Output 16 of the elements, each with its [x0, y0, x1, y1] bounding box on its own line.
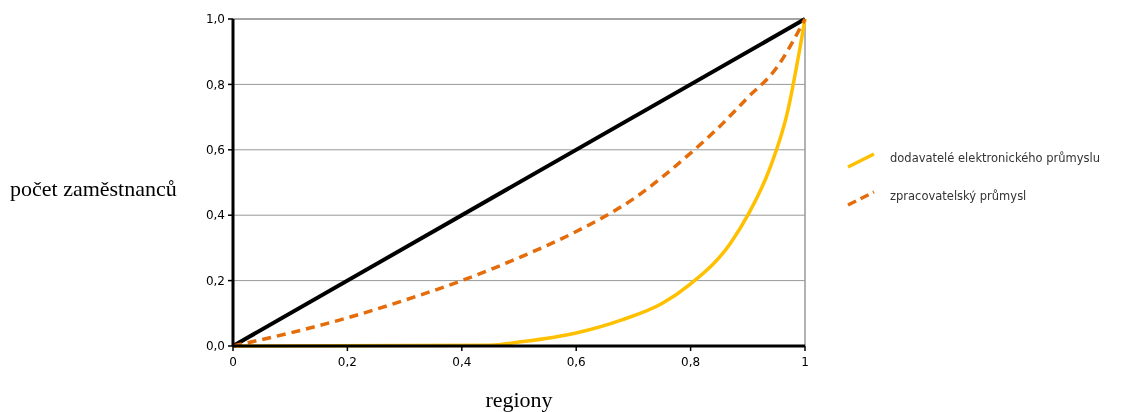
x-tick-label: 0,8	[681, 355, 701, 369]
y-axis-title: počet zaměstnanců	[10, 176, 177, 201]
x-tick-label: 0,6	[566, 355, 586, 369]
x-tick-label: 0,4	[452, 355, 472, 369]
legend-label: dodavatelé elektronického průmyslu	[890, 151, 1100, 166]
y-tick-label: 0,2	[205, 273, 225, 288]
y-tick-label: 1,0	[205, 12, 225, 27]
y-tick-label: 0,8	[205, 77, 225, 92]
legend-label: zpracovatelský průmysl	[890, 189, 1027, 204]
y-tick-label: 0,6	[205, 143, 225, 157]
x-axis-title: regiony	[485, 387, 553, 412]
x-tick-label: 0,2	[337, 355, 357, 369]
x-tick-label: 0	[229, 355, 237, 369]
y-tick-label: 0,4	[205, 208, 225, 223]
x-tick-label: 1	[801, 355, 809, 369]
y-tick-label: 0,0	[205, 339, 225, 354]
